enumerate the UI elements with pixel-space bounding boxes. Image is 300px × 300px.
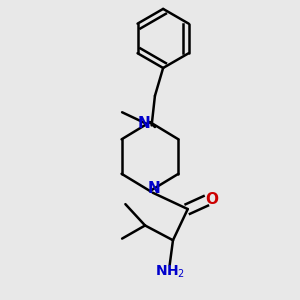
Text: N: N xyxy=(148,181,160,196)
Text: O: O xyxy=(205,192,218,207)
Text: N: N xyxy=(138,116,151,131)
Text: NH$_2$: NH$_2$ xyxy=(154,263,185,280)
